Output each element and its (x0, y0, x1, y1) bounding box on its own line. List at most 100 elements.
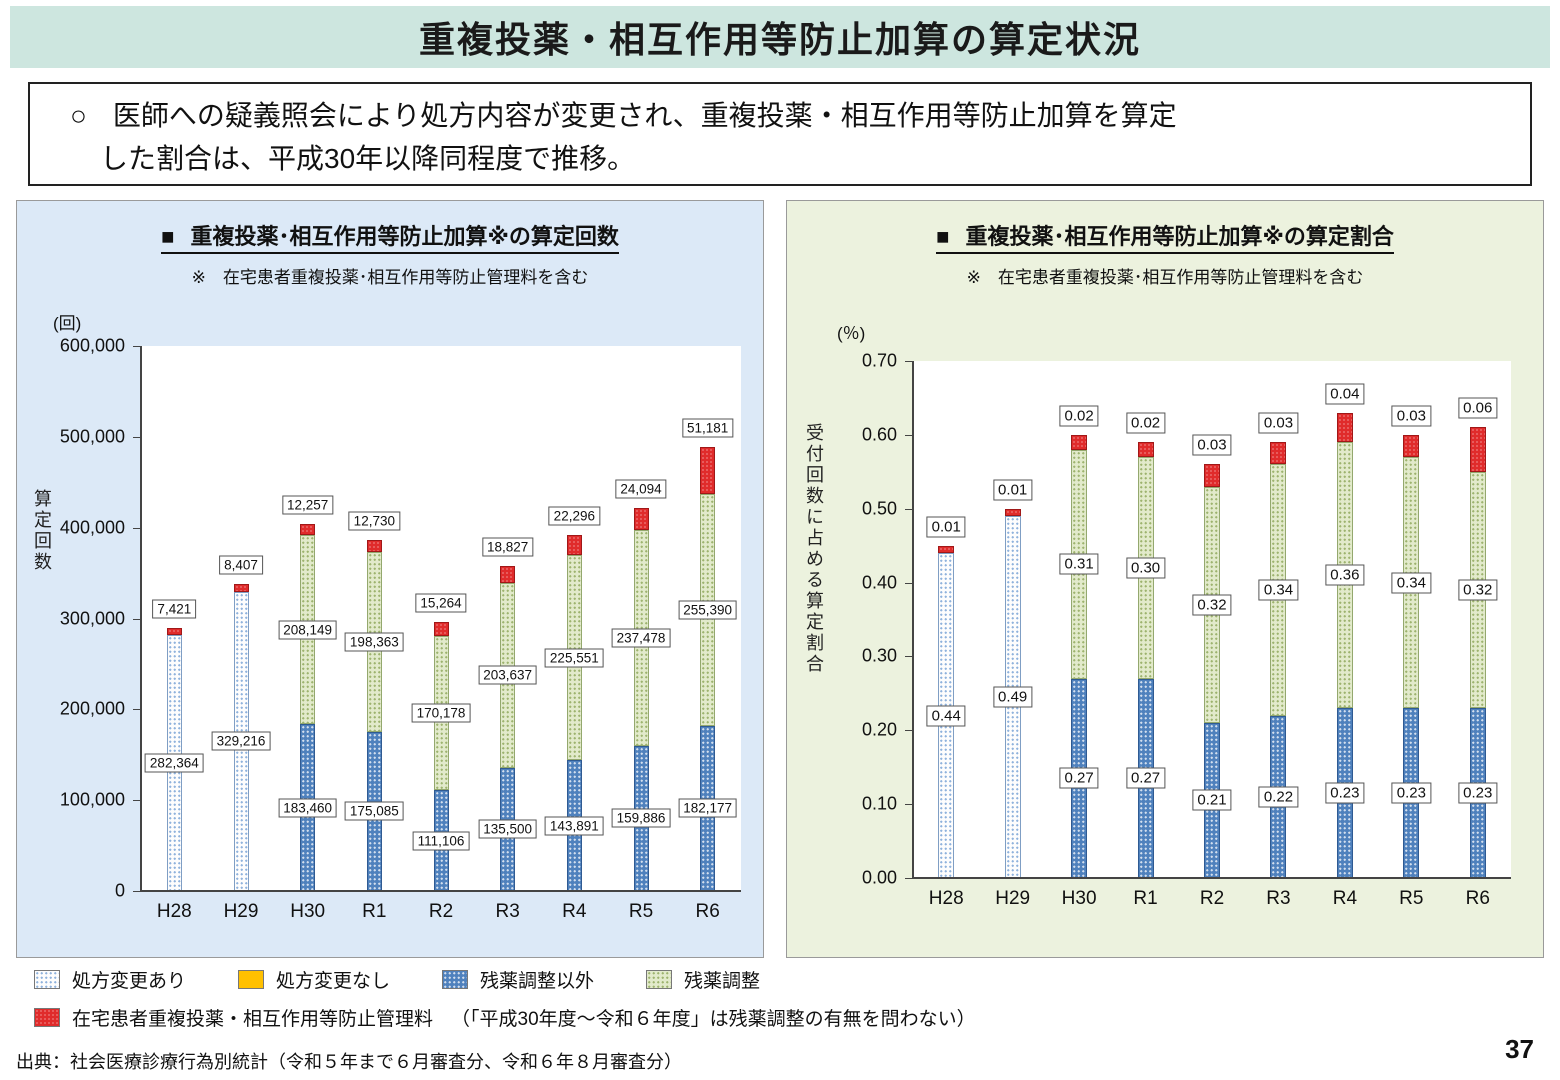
value-label: 12,730 (348, 511, 400, 531)
ratio-chart-title: ■ 重複投薬･相互作用等防止加算※の算定割合 (787, 219, 1543, 254)
count-chart-plot: 0 100,000 200,000 300,000 400,000 500,000 600,… (60, 336, 741, 922)
x-category-label: R3 (495, 901, 520, 922)
bar-segment-red (1004, 508, 1021, 517)
count-chart-note: ※ 在宅患者重複投薬･相互作用等防止管理料を含む (191, 268, 589, 287)
count-chart-title-text: 重複投薬･相互作用等防止加算※の算定回数 (190, 224, 619, 249)
value-label: 12,257 (282, 495, 334, 515)
legend-label: 在宅患者重複投薬・相互作用等防止管理料 (72, 1009, 434, 1030)
value-label: 0.22 (1258, 786, 1299, 808)
y-tick-mark (133, 709, 141, 711)
x-category-label: R2 (1199, 888, 1225, 909)
value-label: 0.03 (1258, 412, 1299, 434)
count-chart-title: ■ 重複投薬･相互作用等防止加算※の算定回数 (17, 219, 763, 254)
summary-text-1: 医師への疑義照会により処方内容が変更され、重複投薬・相互作用等防止加算を算定 (112, 100, 1177, 131)
value-label: 0.03 (1391, 405, 1431, 427)
bar-segment-red (1071, 434, 1088, 450)
value-label: 225,551 (544, 648, 604, 668)
x-category-label: R1 (362, 901, 387, 922)
value-label: 208,149 (278, 620, 338, 640)
chart-legend-row-1: 処方変更あり 処方変更なし 残薬調整以外 残薬調整 (34, 966, 760, 993)
value-label: 0.02 (1059, 405, 1099, 427)
x-category-label: R2 (428, 901, 454, 922)
x-category-label: H28 (156, 901, 192, 922)
value-label: 0.27 (1125, 767, 1166, 789)
summary-line-2: した割合は、平成30年以降同程度で推移。 (100, 143, 636, 175)
value-label: 182,177 (678, 798, 738, 818)
ratio-chart-plot: 0.00 0.10 0.20 0.30 0.40 0.50 0.60 0.70 H28 0.44 0… (862, 351, 1511, 909)
x-category-label: R6 (1465, 888, 1490, 909)
y-tick-mark (905, 434, 913, 436)
value-label: 18,827 (482, 537, 534, 557)
value-label: 51,181 (682, 418, 734, 438)
value-label: 0.23 (1325, 782, 1365, 804)
legend-item-leftover-adjustment: 残薬調整 (646, 966, 760, 993)
x-category-label: R3 (1266, 888, 1291, 909)
value-label: 0.06 (1458, 397, 1498, 419)
y-tick-mark (133, 618, 141, 620)
count-chart-unit-label: (回) (53, 314, 82, 333)
value-label: 0.49 (993, 686, 1033, 708)
bar-segment-red (633, 508, 649, 531)
green-swatch-icon (646, 970, 673, 989)
y-tick-mark (133, 436, 141, 438)
bar-segment-red (366, 540, 382, 552)
value-label: 0.36 (1325, 564, 1365, 586)
legend-label: 処方変更あり (72, 971, 187, 992)
page-number: 37 (1505, 1034, 1534, 1064)
y-tick-label: 500,000 (59, 426, 125, 447)
ratio-chart-unit-label: (％) (837, 324, 866, 343)
value-label: 0.32 (1192, 594, 1232, 616)
x-category-label: R6 (695, 901, 720, 922)
summary-line-1: ○ 医師への疑義照会により処方内容が変更され、重複投薬・相互作用等防止加算を算定 (70, 94, 1512, 137)
y-tick-label: 0.50 (861, 498, 897, 519)
chart-legend-row-2: 在宅患者重複投薬・相互作用等防止管理料 （「平成30年度～令和６年度」は残薬調整… (34, 1004, 976, 1031)
value-label: 0.31 (1059, 553, 1099, 575)
value-label: 170,178 (411, 703, 471, 723)
y-tick-label: 0.70 (861, 350, 897, 371)
count-chart-panel: ■ 重複投薬･相互作用等防止加算※の算定回数 ※ 在宅患者重複投薬･相互作用等防止… (16, 200, 764, 958)
x-category-label: H30 (1061, 888, 1097, 909)
value-label: 22,296 (548, 506, 600, 526)
legend-item-non-leftover-adjustment: 残薬調整以外 (442, 966, 594, 993)
value-label: 0.01 (926, 516, 966, 538)
bar-segment-red (300, 524, 316, 536)
count-chart-yaxis-label: 算定回数 (32, 489, 52, 573)
bar-segment-red (1469, 427, 1486, 472)
y-tick-label: 0.40 (861, 572, 897, 593)
value-label: 0.34 (1258, 579, 1299, 601)
value-label: 237,478 (611, 628, 671, 648)
y-tick-mark (905, 730, 913, 732)
bar-segment-red (1204, 464, 1220, 487)
summary-box: ○ 医師への疑義照会により処方内容が変更され、重複投薬・相互作用等防止加算を算定 … (28, 82, 1532, 186)
ratio-chart-note: ※ 在宅患者重複投薬･相互作用等防止管理料を含む (966, 268, 1364, 287)
ratio-chart-yaxis-label: 受付回数に占める算定割合 (804, 423, 824, 675)
value-label: 183,460 (278, 798, 338, 818)
bar-segment-red (1137, 442, 1154, 458)
dotted-swatch-icon (34, 970, 60, 989)
y-tick-label: 0.60 (861, 424, 897, 445)
bar-segment-red (233, 584, 249, 592)
bar-segment-red (500, 565, 516, 583)
y-tick-label: 0.30 (861, 645, 897, 666)
y-tick-label: 200,000 (59, 698, 125, 719)
yellow-swatch-icon (238, 970, 265, 989)
summary-marker-icon: ○ (70, 100, 87, 131)
y-tick-label: 0.20 (861, 719, 897, 740)
legend-label: 残薬調整 (684, 971, 761, 992)
bar-segment-red (1270, 442, 1287, 465)
x-category-label: H28 (928, 888, 964, 909)
y-tick-mark (905, 508, 913, 510)
x-category-label: R4 (562, 901, 587, 922)
value-label: 0.30 (1125, 557, 1166, 579)
legend-note: （「平成30年度～令和６年度」は残薬調整の有無を問わない） (451, 1009, 976, 1030)
bar-segment-red (1336, 412, 1353, 443)
square-bullet-icon: ■ (936, 224, 950, 249)
y-tick-label: 0.10 (861, 793, 897, 814)
x-category-label: R5 (628, 901, 654, 922)
blue-swatch-icon (442, 970, 469, 989)
legend-label: 残薬調整以外 (480, 971, 595, 992)
value-label: 0.32 (1458, 579, 1498, 601)
y-tick-label: 0 (114, 880, 125, 901)
value-label: 0.02 (1125, 412, 1166, 434)
y-tick-mark (133, 800, 141, 802)
